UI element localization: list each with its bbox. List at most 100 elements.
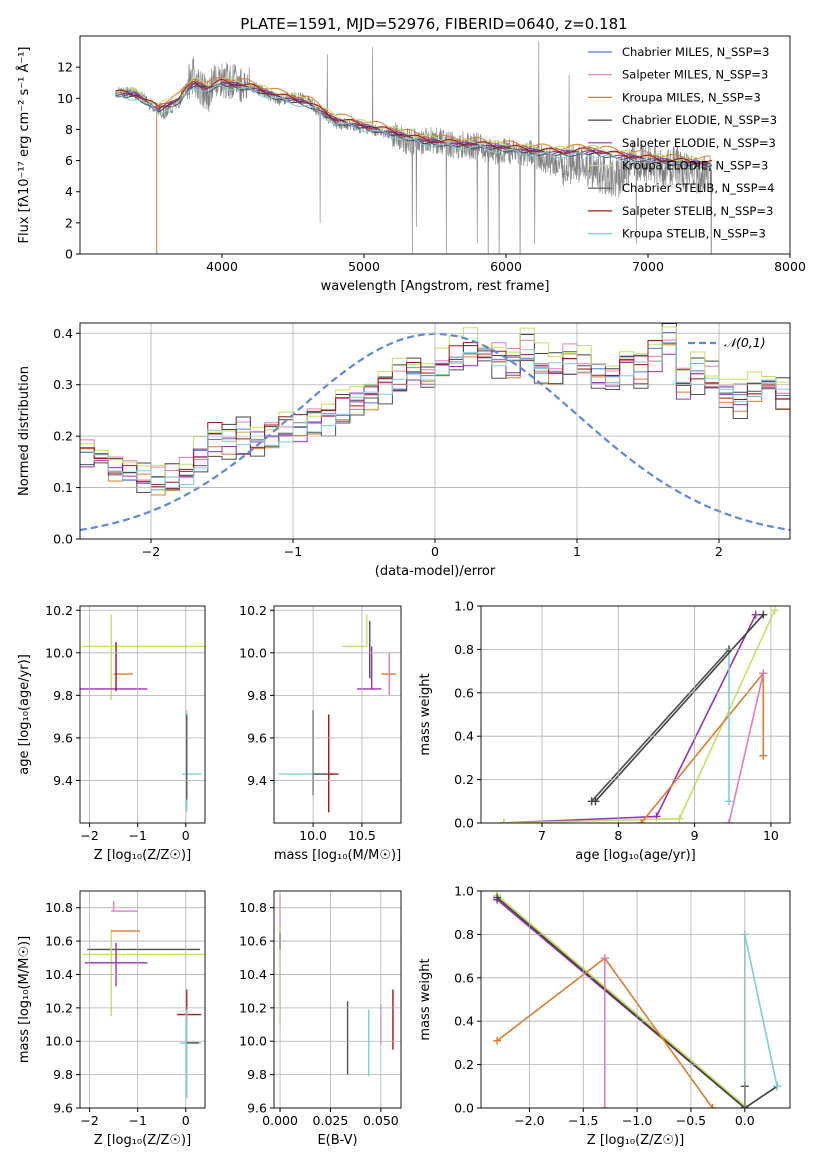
y-tick-label: 9.8	[53, 688, 73, 703]
weight-marker	[759, 610, 768, 619]
y-tick-label: 9.6	[53, 1101, 73, 1116]
x-tick-label: 10.0	[299, 828, 327, 843]
y-axis-label: mass weight	[418, 673, 433, 755]
y-axis-label: mass [log₁₀(M/M☉)]	[17, 936, 32, 1063]
x-axis-label: Z [log₁₀(Z/Z☉)]	[587, 1133, 684, 1148]
error-point	[82, 929, 205, 1017]
x-axis-label: Z [log₁₀(Z/Z☉)]	[94, 1133, 191, 1148]
y-tick-label: 8	[65, 122, 73, 137]
y-tick-label: 6	[65, 153, 73, 168]
chart-age_vs_Z: −2 −1 0 9.4 9.6 9.8 10.0 10.2 Z [log₁₀(Z/Z☉)] age…	[17, 603, 206, 863]
weight-marker	[724, 819, 733, 823]
y-tick-label: 10.8	[239, 900, 267, 915]
x-axis-label: E(B-V)	[317, 1133, 357, 1148]
y-axis-label: Normed distribution	[17, 366, 32, 496]
axes-frame	[480, 605, 791, 824]
chart-mass_vs_ebv: 0.000 0.025 0.050 9.6 9.8 10.0 10.2 10.4 10.6 10.…	[239, 890, 402, 1148]
legend-label: Chabrier STELIB, N_SSP=4	[622, 181, 774, 195]
x-tick-label: 1	[573, 544, 581, 559]
error-point	[342, 614, 368, 648]
figure-title: PLATE=1591, MJD=52976, FIBERID=0640, z=0…	[240, 15, 627, 33]
weight-marker	[493, 893, 502, 902]
weight-marker	[770, 606, 779, 615]
weight-marker	[637, 819, 646, 823]
weight-marker	[773, 1082, 782, 1091]
x-axis-label: Z [log₁₀(Z/Z☉)]	[94, 848, 191, 863]
y-tick-label: 10.2	[239, 603, 267, 618]
x-tick-label: 7	[538, 828, 546, 843]
y-tick-label: 0.4	[53, 326, 73, 341]
weight-marker	[759, 669, 768, 678]
x-tick-label: 0.050	[363, 1113, 399, 1128]
legend-label: Chabrier ELODIE, N_SSP=3	[622, 113, 777, 127]
weight-line	[594, 614, 764, 802]
error-point	[84, 942, 148, 987]
chart-residuals: −2 −1 0 1 2 0.0 0.1 0.2 0.3 0.4 (data-model)/error…	[17, 322, 791, 579]
x-tick-label: 9	[691, 828, 699, 843]
weight-marker	[724, 797, 733, 806]
weight-marker	[600, 954, 609, 963]
error-point	[181, 710, 202, 813]
x-tick-label: 6000	[490, 259, 522, 274]
x-tick-label: −1.0	[622, 1113, 652, 1128]
legend: Chabrier MILES, N_SSP=3 Salpeter MILES, N…	[588, 45, 777, 241]
x-tick-label: −1	[284, 544, 302, 559]
y-tick-label: 9.8	[247, 1067, 267, 1082]
y-tick-label: 0.4	[454, 729, 474, 744]
y-tick-label: 2	[65, 215, 73, 230]
weight-line	[496, 894, 746, 1107]
y-tick-label: 10.2	[45, 603, 73, 618]
weight-line	[640, 671, 765, 823]
error-point	[111, 901, 138, 912]
weight-marker	[708, 1104, 717, 1108]
y-tick-label: 1.0	[454, 599, 474, 614]
y-tick-label: 10.6	[45, 934, 73, 949]
y-tick-label: 0.3	[53, 377, 73, 392]
y-tick-label: 9.6	[53, 730, 73, 745]
legend-label: Kroupa MILES, N_SSP=3	[622, 90, 761, 104]
error-point	[278, 710, 333, 796]
y-tick-label: 9.4	[53, 773, 73, 788]
x-tick-label: −1.5	[568, 1113, 598, 1128]
plot-area	[493, 891, 782, 1108]
model-spectrum	[115, 84, 712, 170]
error-point	[312, 710, 328, 796]
x-tick-label: 5000	[348, 259, 380, 274]
weight-marker	[499, 819, 508, 823]
chart-age_vs_mass: 10.0 10.5 9.4 9.6 9.8 10.0 10.2 mass [log₁₀(M/M…	[239, 603, 402, 863]
x-axis-label: wavelength [Angstrom, rest frame]	[321, 279, 550, 294]
legend-label: Salpeter STELIB, N_SSP=3	[622, 204, 773, 218]
y-tick-label: 9.6	[247, 1101, 267, 1116]
error-point	[179, 1009, 202, 1098]
weight-marker	[493, 1036, 502, 1045]
x-tick-label: 2	[715, 544, 723, 559]
x-tick-label: 0	[431, 544, 439, 559]
x-tick-label: 7000	[632, 259, 664, 274]
residual-histogram	[80, 342, 790, 491]
axes-frame	[273, 890, 402, 1109]
axes-frame	[79, 890, 206, 1109]
weight-line	[503, 609, 776, 823]
plot-area	[80, 323, 790, 532]
y-tick-label: 0.6	[454, 970, 474, 985]
weight-line	[744, 934, 778, 1087]
x-tick-label: 4000	[206, 259, 238, 274]
x-axis-label: (data-model)/error	[375, 564, 496, 579]
y-tick-label: 0.8	[454, 927, 474, 942]
plot-area	[115, 40, 713, 254]
legend-label: Salpeter MILES, N_SSP=3	[622, 68, 768, 82]
weight-marker	[751, 610, 760, 619]
x-tick-label: −1	[128, 828, 146, 843]
x-tick-label: −2	[142, 544, 160, 559]
y-tick-label: 0.2	[454, 1057, 474, 1072]
weight-marker	[759, 751, 768, 760]
plot-area	[279, 894, 394, 1077]
weight-marker	[600, 1104, 609, 1108]
error-point	[328, 714, 339, 813]
y-tick-label: 10.4	[239, 967, 267, 982]
weight-line	[728, 673, 765, 823]
model-spectrum	[115, 76, 712, 163]
y-tick-label: 10.6	[239, 934, 267, 949]
y-tick-label: 0.4	[454, 1014, 474, 1029]
y-axis-label: age [log₁₀(age/yr)]	[17, 654, 32, 775]
